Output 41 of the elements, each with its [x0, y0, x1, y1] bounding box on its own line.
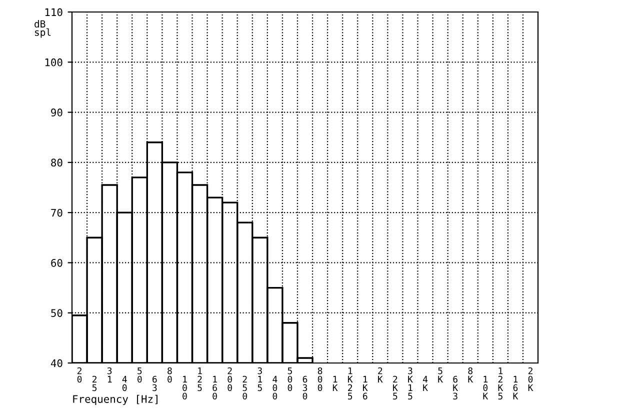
- x-tick-label: 315: [258, 367, 262, 392]
- x-tick-label: 500: [288, 367, 292, 392]
- x-tick-label: 125: [198, 367, 202, 392]
- x-tick-label: 1K6: [363, 376, 368, 400]
- x-tick-label: 25: [92, 376, 97, 392]
- x-tick-label: 12K5: [498, 367, 504, 400]
- x-tick-label: 8K: [468, 367, 474, 383]
- x-tick-label: 10K: [483, 376, 488, 400]
- x-tick-label: 16K: [513, 376, 518, 400]
- x-tick-label: 1K: [332, 376, 338, 391]
- y-tick-label: 80: [51, 158, 62, 167]
- x-tick-label: 2K: [378, 367, 383, 383]
- y-tick-label: 110: [45, 8, 62, 16]
- y-tick-label: 40: [50, 359, 62, 368]
- x-tick-label: 20K: [528, 367, 534, 391]
- x-tick-label: 6K3: [453, 376, 458, 400]
- x-tick-label: 400: [272, 376, 278, 400]
- x-tick-label: 20: [77, 367, 82, 383]
- x-tick-label: 4K: [422, 376, 428, 391]
- y-tick-label: 50: [51, 309, 62, 317]
- x-tick-label: 3K15: [408, 367, 413, 400]
- y-tick-label: 100: [45, 58, 62, 66]
- x-tick-label: 40: [122, 376, 127, 392]
- x-tick-label: 200: [228, 367, 232, 392]
- x-axis-title: Frequency [Hz]: [73, 394, 158, 405]
- x-tick-label: 100: [182, 376, 187, 400]
- y-tick-label: 70: [51, 208, 62, 217]
- x-tick-label: 1K25: [348, 367, 353, 400]
- y-axis-title: dB spl: [34, 20, 51, 38]
- x-tick-label: 160: [212, 376, 217, 400]
- y-tick-label: 90: [51, 108, 62, 116]
- x-tick-label: 2K5: [393, 376, 398, 400]
- x-tick-label: 63: [152, 376, 157, 392]
- x-tick-label: 80: [168, 367, 172, 383]
- x-tick-label: 630: [302, 376, 308, 400]
- x-tick-label: 50: [138, 367, 142, 383]
- x-tick-label: 250: [242, 376, 248, 400]
- x-tick-label: 800: [318, 367, 322, 392]
- x-tick-label: 31: [107, 367, 112, 383]
- y-tick-label: 60: [51, 258, 62, 267]
- x-tick-label: 5K: [438, 367, 443, 383]
